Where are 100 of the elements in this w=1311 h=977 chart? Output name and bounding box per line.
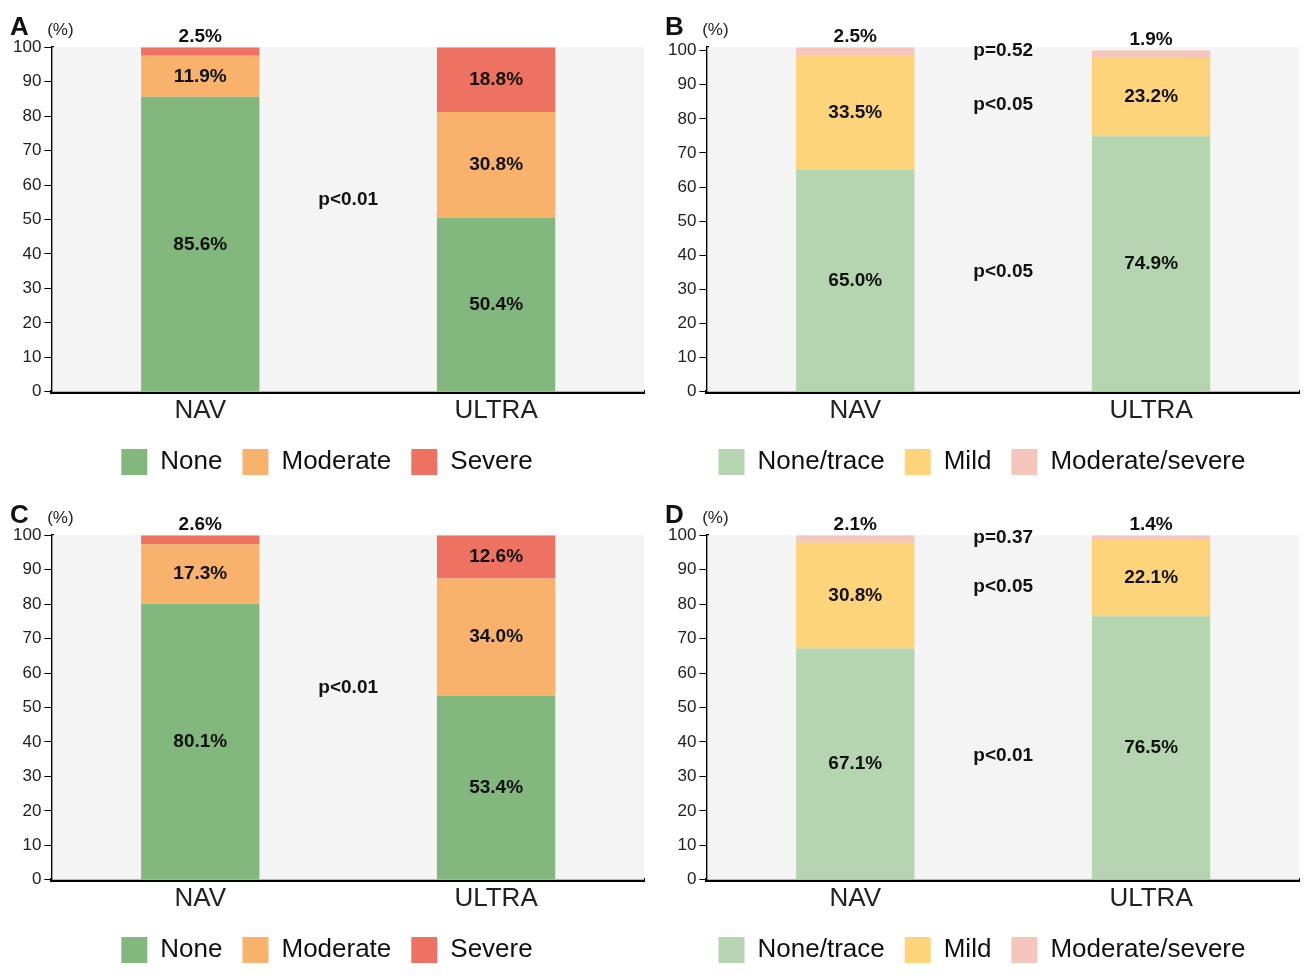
y-axis-title: (%) [47, 20, 74, 40]
data-label: 17.3% [173, 562, 228, 584]
y-tick-label: 30 [22, 766, 42, 786]
bar [796, 47, 915, 56]
y-tick-label: 80 [677, 108, 697, 128]
y-tick-label: 50 [677, 210, 697, 230]
data-label: 2.5% [833, 24, 878, 46]
bar [1091, 616, 1211, 880]
y-tick-label: 90 [677, 74, 697, 94]
y-tick-label: 80 [677, 593, 697, 613]
data-label: 76.5% [1124, 736, 1179, 758]
y-tick-label: 20 [22, 800, 42, 820]
bar [796, 170, 915, 392]
bar [436, 218, 556, 392]
annotation: p<0.05 [973, 93, 1034, 115]
y-tick-label: 60 [22, 174, 42, 194]
bar [436, 535, 556, 579]
x-tick-label: ULTRA [454, 881, 539, 912]
y-tick-label: 10 [22, 835, 42, 855]
bar [1091, 136, 1211, 392]
x-tick-label: ULTRA [1109, 881, 1194, 912]
legend-label: Moderate/severe [1050, 933, 1246, 964]
y-axis-title: (%) [47, 508, 74, 528]
bar [141, 96, 260, 392]
bar [1091, 57, 1211, 137]
y-axis-title: (%) [702, 508, 729, 528]
y-tick-label: 70 [22, 140, 42, 160]
y-tick-label: 90 [22, 71, 42, 91]
bar [436, 47, 556, 112]
y-tick-label: 70 [677, 628, 697, 648]
bar [436, 695, 556, 880]
data-label: 30.8% [828, 583, 883, 605]
y-tick-label: 70 [22, 628, 42, 648]
bar [436, 578, 556, 696]
data-label: 67.1% [828, 752, 883, 774]
y-tick-label: 50 [22, 697, 42, 717]
bar [141, 603, 260, 880]
data-label: 85.6% [173, 232, 228, 254]
legend-label: Moderate [281, 445, 392, 476]
data-label: 30.8% [469, 153, 524, 175]
x-tick-label: NAV [829, 881, 882, 912]
x-tick-label: NAV [174, 881, 227, 912]
data-label: 34.0% [469, 625, 524, 647]
data-label: 11.9% [173, 64, 227, 86]
y-tick-label: 0 [686, 869, 697, 889]
annotation: p<0.01 [318, 675, 379, 697]
data-label: 18.8% [469, 67, 524, 89]
y-tick-label: 50 [677, 697, 697, 717]
chart-title: B [665, 10, 684, 41]
data-label: 2.6% [178, 512, 223, 534]
data-label: 80.1% [173, 730, 228, 752]
y-tick-label: 40 [677, 245, 697, 265]
annotation: p<0.05 [973, 575, 1034, 597]
data-label: 1.9% [1129, 28, 1173, 50]
data-label: 33.5% [828, 101, 883, 123]
legend-label: Severe [450, 933, 533, 964]
bar [1091, 540, 1211, 617]
annotation: p=0.52 [973, 39, 1034, 61]
bar [141, 55, 260, 97]
y-tick-label: 80 [22, 105, 42, 125]
y-tick-label: 10 [677, 347, 697, 367]
y-tick-label: 40 [677, 731, 697, 751]
legend-label: Severe [450, 445, 533, 476]
bar [436, 111, 556, 219]
data-label: 50.4% [469, 293, 524, 315]
bar [796, 648, 915, 880]
y-tick-label: 30 [677, 279, 697, 299]
annotation: p=0.37 [973, 526, 1034, 548]
y-tick-label: 0 [686, 381, 697, 401]
bar [1091, 50, 1211, 58]
y-tick-label: 40 [22, 243, 42, 263]
bar [796, 55, 915, 171]
data-label: 2.5% [178, 24, 223, 46]
bar [141, 47, 260, 56]
legend-label: Moderate/severe [1050, 445, 1246, 476]
data-label: 22.1% [1124, 566, 1179, 588]
y-tick-label: 70 [677, 142, 697, 162]
y-tick-label: 90 [677, 559, 697, 579]
y-tick-label: 50 [22, 209, 42, 229]
data-label: 2.1% [833, 512, 878, 534]
data-label: 23.2% [1124, 84, 1179, 106]
x-tick-label: NAV [174, 393, 227, 424]
y-tick-label: 10 [677, 835, 697, 855]
annotation: p<0.05 [973, 260, 1034, 282]
data-label: 53.4% [469, 776, 524, 798]
legend-label: Mild [943, 933, 992, 964]
y-axis-title: (%) [702, 20, 729, 40]
legend-label: None/trace [757, 445, 885, 476]
x-tick-label: ULTRA [454, 393, 539, 424]
y-tick-label: 90 [22, 559, 42, 579]
x-tick-label: NAV [829, 393, 882, 424]
data-label: 1.4% [1129, 512, 1173, 534]
data-label: 65.0% [828, 269, 883, 291]
legend-label: None [160, 933, 223, 964]
y-tick-label: 30 [677, 766, 697, 786]
y-tick-label: 10 [22, 347, 42, 367]
annotation: p<0.01 [973, 744, 1034, 766]
legend-label: None [160, 445, 223, 476]
y-tick-label: 30 [22, 278, 42, 298]
legend-label: Moderate [281, 933, 392, 964]
